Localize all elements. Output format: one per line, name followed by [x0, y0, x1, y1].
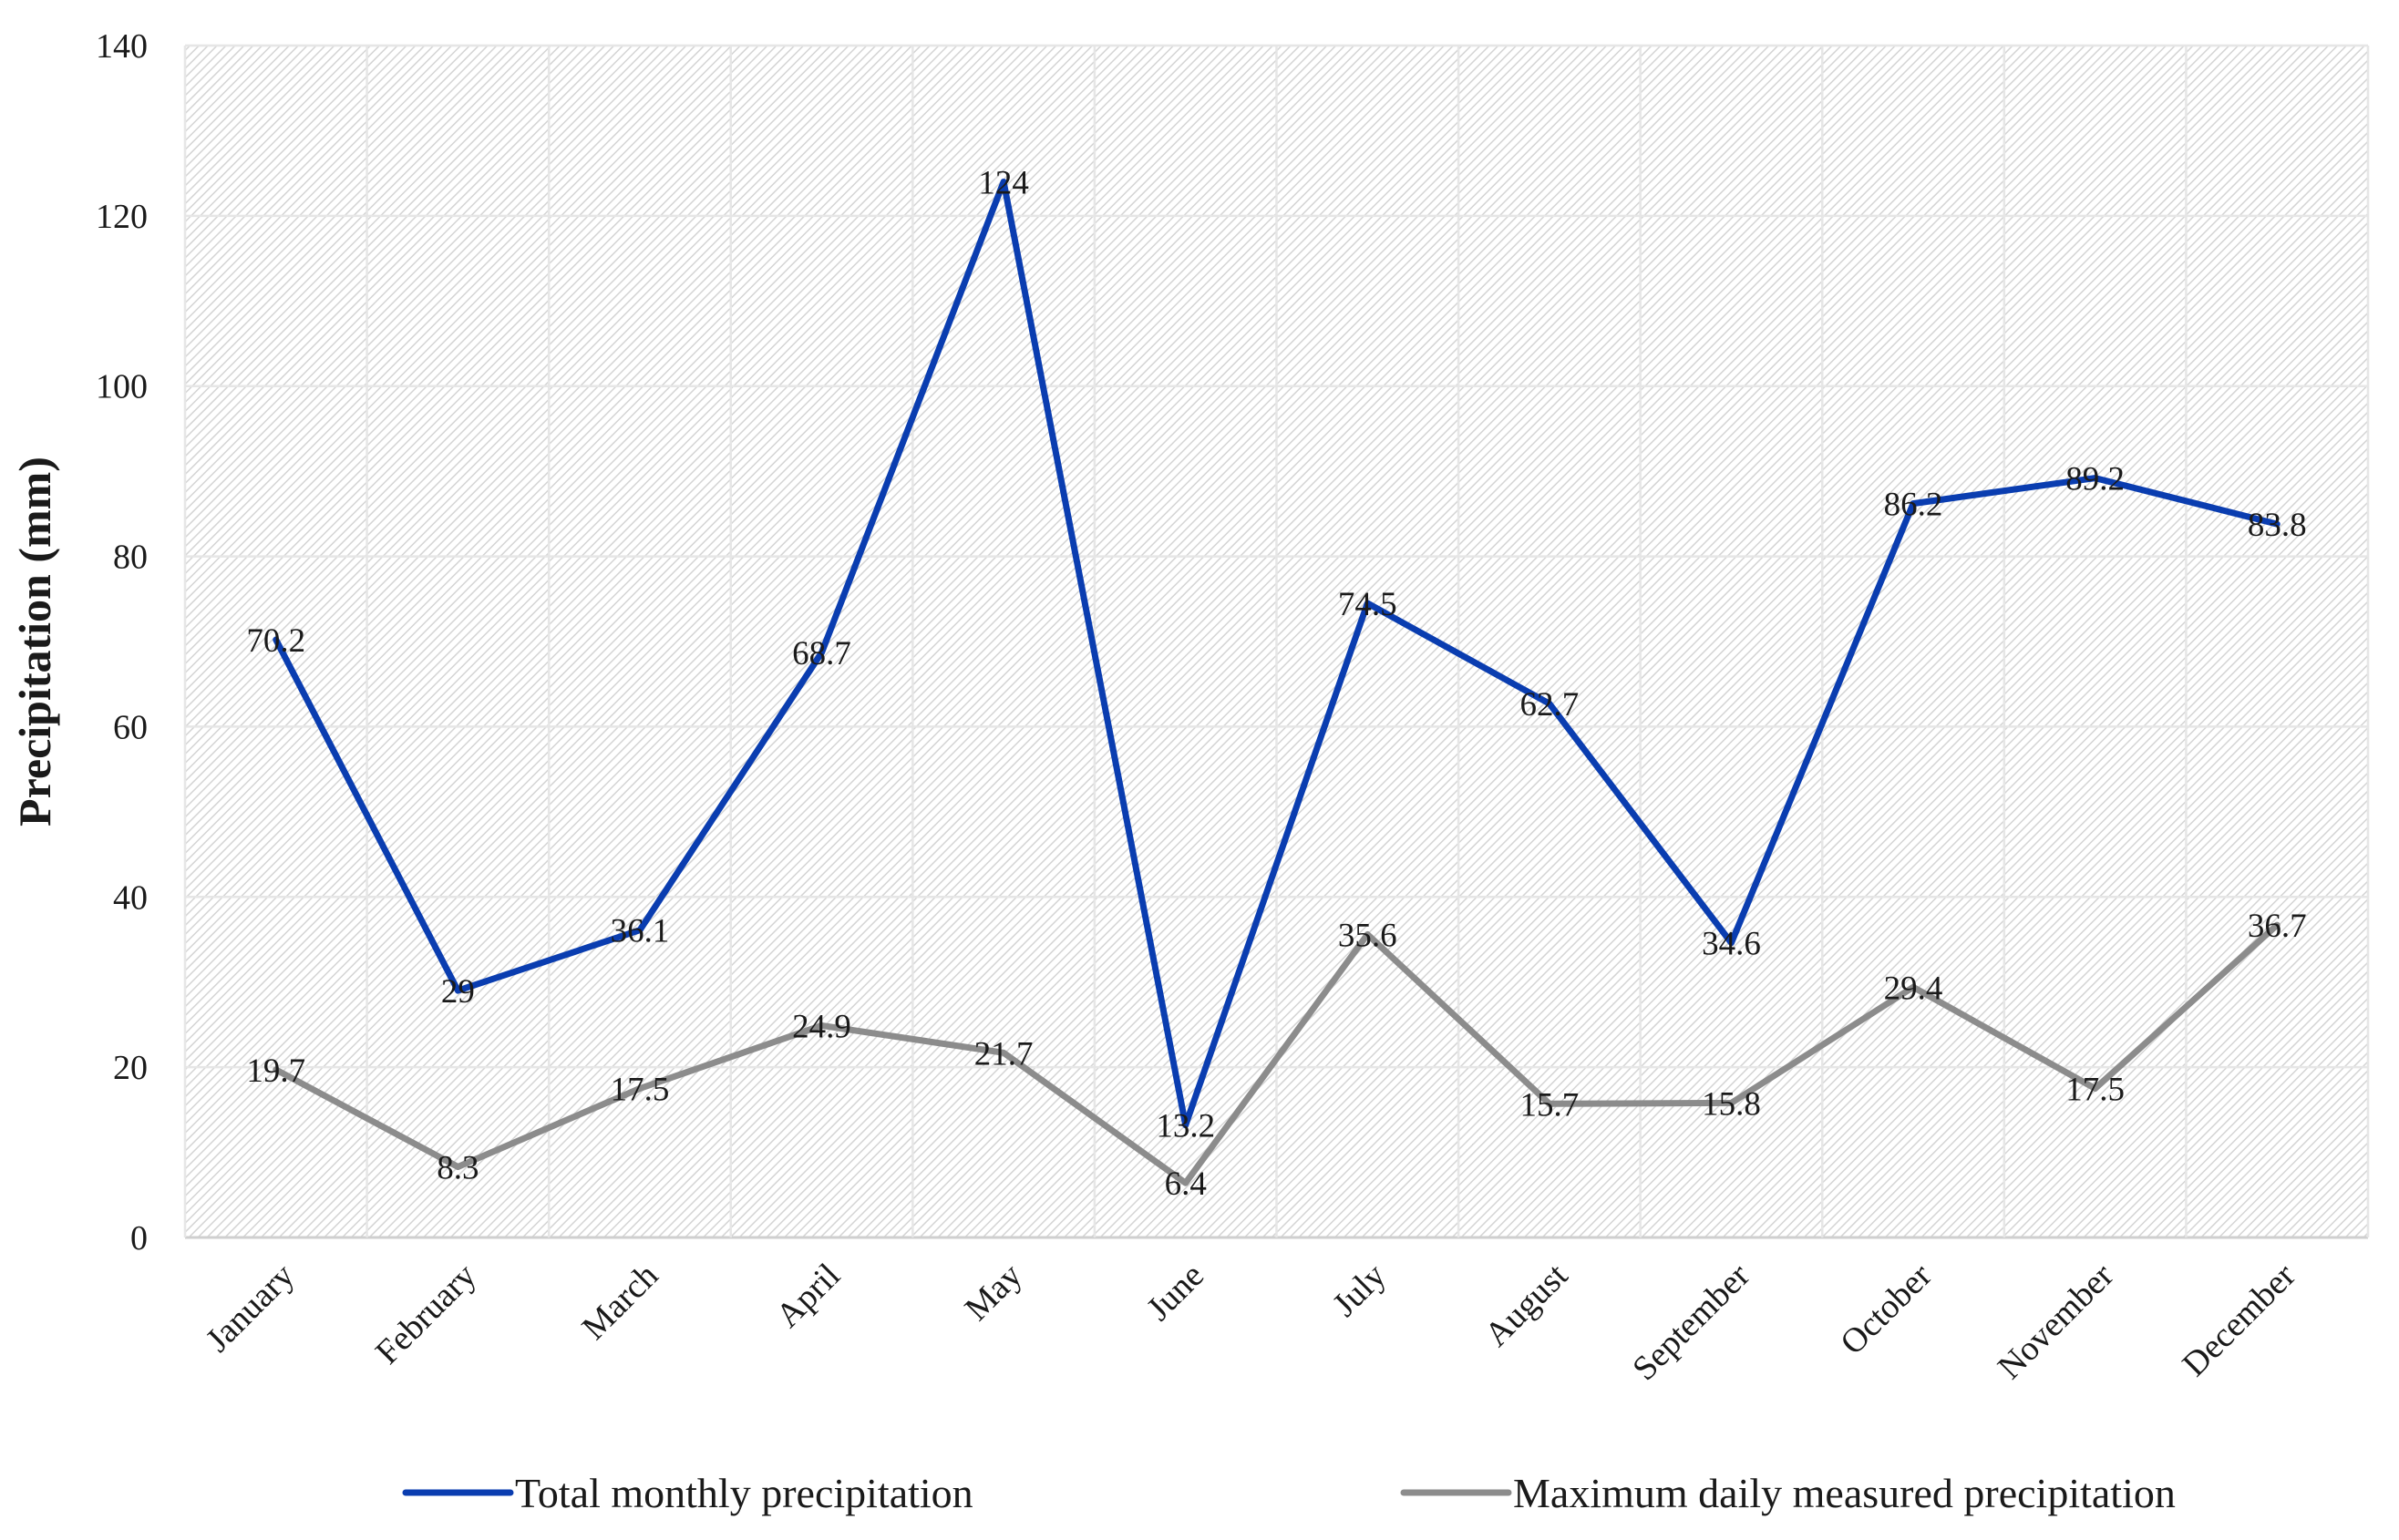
y-tick-label: 120 — [96, 198, 148, 236]
data-label: 124 — [978, 164, 1029, 201]
data-label: 17.5 — [2065, 1072, 2125, 1109]
data-label: 35.6 — [1338, 917, 1397, 954]
data-label: 19.7 — [246, 1052, 305, 1090]
x-tick-label: October — [1833, 1256, 1939, 1361]
data-label: 89.2 — [2065, 461, 2125, 498]
data-label: 24.9 — [792, 1008, 851, 1045]
y-tick-label: 60 — [113, 708, 148, 746]
data-label: 29 — [441, 973, 475, 1011]
x-tick-label: September — [1625, 1256, 1757, 1388]
data-label: 13.2 — [1156, 1108, 1215, 1145]
x-tick-label: July — [1325, 1257, 1394, 1325]
data-label: 86.2 — [1884, 487, 1943, 524]
x-tick-label: November — [1991, 1256, 2121, 1386]
data-label: 36.1 — [611, 913, 670, 950]
data-label: 21.7 — [974, 1035, 1034, 1073]
x-tick-label: February — [368, 1257, 484, 1372]
y-axis-title: Precipitation (mm) — [9, 457, 60, 826]
data-label: 36.7 — [2248, 908, 2307, 945]
data-label: 17.5 — [611, 1072, 670, 1109]
x-tick-label: June — [1139, 1257, 1211, 1329]
y-tick-label: 100 — [96, 368, 148, 406]
y-tick-label: 40 — [113, 878, 148, 917]
legend-item: Total monthly precipitation — [406, 1470, 973, 1516]
legend: Total monthly precipitation Maximum daily… — [406, 1470, 2176, 1516]
y-tick-label: 80 — [113, 539, 148, 577]
y-tick-label: 0 — [130, 1219, 148, 1258]
data-label: 15.8 — [1702, 1085, 1761, 1123]
x-tick-label: December — [2175, 1256, 2302, 1383]
data-label: 70.2 — [246, 622, 305, 660]
x-tick-label: August — [1477, 1256, 1576, 1354]
x-axis-ticks: January February March April May June July Augu… — [199, 1256, 2303, 1388]
data-label: 62.7 — [1520, 686, 1580, 724]
y-tick-label: 20 — [113, 1049, 148, 1087]
x-tick-label: January — [199, 1257, 302, 1360]
data-label: 8.3 — [437, 1149, 479, 1186]
x-tick-label: March — [574, 1257, 665, 1348]
data-label: 68.7 — [792, 635, 851, 672]
data-label: 29.4 — [1884, 970, 1943, 1007]
data-label: 34.6 — [1702, 926, 1761, 963]
x-tick-label: April — [768, 1257, 847, 1335]
legend-label: Total monthly precipitation — [515, 1470, 973, 1516]
data-label: 6.4 — [1165, 1165, 1207, 1203]
y-axis-ticks: 0 20 40 60 80 100 120 140 — [96, 27, 148, 1258]
y-tick-label: 140 — [96, 27, 148, 66]
data-label: 74.5 — [1338, 586, 1397, 623]
legend-label: Maximum daily measured precipitation — [1513, 1470, 2176, 1516]
data-label: 83.8 — [2248, 507, 2307, 544]
x-tick-label: May — [958, 1257, 1030, 1329]
data-label: 15.7 — [1520, 1086, 1580, 1124]
legend-item: Maximum daily measured precipitation — [1404, 1470, 2176, 1516]
